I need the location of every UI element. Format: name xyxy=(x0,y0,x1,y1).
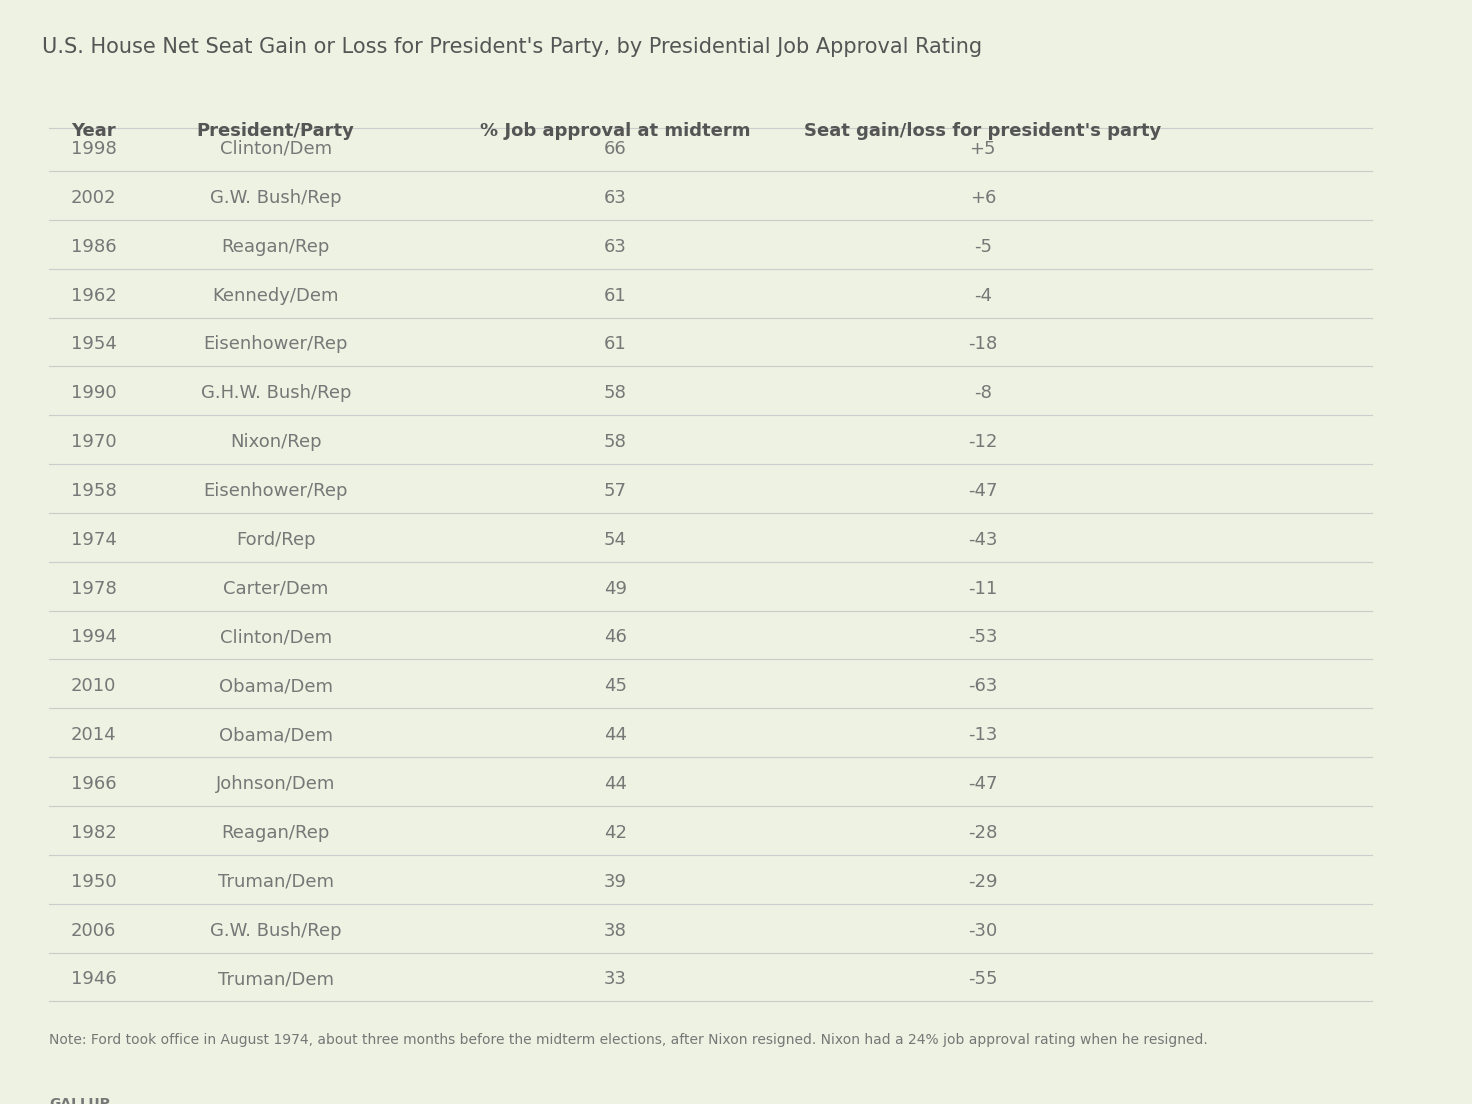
Text: -28: -28 xyxy=(969,824,998,842)
Text: -18: -18 xyxy=(969,336,998,353)
Text: -5: -5 xyxy=(974,237,992,256)
Text: 33: 33 xyxy=(604,970,627,988)
Text: Johnson/Dem: Johnson/Dem xyxy=(216,775,336,793)
Text: 1990: 1990 xyxy=(71,384,116,402)
Text: U.S. House Net Seat Gain or Loss for President's Party, by Presidential Job Appr: U.S. House Net Seat Gain or Loss for Pre… xyxy=(43,38,982,57)
Text: 1950: 1950 xyxy=(71,873,116,891)
Text: 38: 38 xyxy=(604,922,627,940)
Text: Carter/Dem: Carter/Dem xyxy=(224,580,328,597)
Text: 2006: 2006 xyxy=(71,922,116,940)
Text: Eisenhower/Rep: Eisenhower/Rep xyxy=(203,482,347,500)
Text: 1998: 1998 xyxy=(71,140,116,158)
Text: GALLUP: GALLUP xyxy=(50,1097,110,1104)
Text: Truman/Dem: Truman/Dem xyxy=(218,873,334,891)
Text: G.H.W. Bush/Rep: G.H.W. Bush/Rep xyxy=(200,384,350,402)
Text: 1970: 1970 xyxy=(71,433,116,452)
Text: President/Party: President/Party xyxy=(197,123,355,140)
Text: G.W. Bush/Rep: G.W. Bush/Rep xyxy=(210,189,342,206)
Text: 61: 61 xyxy=(604,287,627,305)
Text: Truman/Dem: Truman/Dem xyxy=(218,970,334,988)
Text: 2010: 2010 xyxy=(71,678,116,696)
Text: Nixon/Rep: Nixon/Rep xyxy=(230,433,321,452)
Text: G.W. Bush/Rep: G.W. Bush/Rep xyxy=(210,922,342,940)
Text: 66: 66 xyxy=(604,140,627,158)
Text: 46: 46 xyxy=(604,628,627,647)
Text: Reagan/Rep: Reagan/Rep xyxy=(222,824,330,842)
Text: Clinton/Dem: Clinton/Dem xyxy=(219,140,331,158)
Text: 1986: 1986 xyxy=(71,237,116,256)
Text: -30: -30 xyxy=(969,922,998,940)
Text: -47: -47 xyxy=(969,482,998,500)
Text: Seat gain/loss for president's party: Seat gain/loss for president's party xyxy=(804,123,1161,140)
Text: Note: Ford took office in August 1974, about three months before the midterm ele: Note: Ford took office in August 1974, a… xyxy=(50,1033,1209,1048)
Text: 63: 63 xyxy=(604,237,627,256)
Text: 1962: 1962 xyxy=(71,287,116,305)
Text: 57: 57 xyxy=(604,482,627,500)
Text: -8: -8 xyxy=(974,384,992,402)
Text: -4: -4 xyxy=(974,287,992,305)
Text: -29: -29 xyxy=(969,873,998,891)
Text: -43: -43 xyxy=(969,531,998,549)
Text: 45: 45 xyxy=(604,678,627,696)
Text: 44: 44 xyxy=(604,775,627,793)
Text: Obama/Dem: Obama/Dem xyxy=(219,678,333,696)
Text: 58: 58 xyxy=(604,433,627,452)
Text: 54: 54 xyxy=(604,531,627,549)
Text: 58: 58 xyxy=(604,384,627,402)
Text: -63: -63 xyxy=(969,678,998,696)
Text: +6: +6 xyxy=(970,189,997,206)
Text: Kennedy/Dem: Kennedy/Dem xyxy=(212,287,339,305)
Text: 49: 49 xyxy=(604,580,627,597)
Text: -11: -11 xyxy=(969,580,998,597)
Text: Reagan/Rep: Reagan/Rep xyxy=(222,237,330,256)
Text: -47: -47 xyxy=(969,775,998,793)
Text: Obama/Dem: Obama/Dem xyxy=(219,726,333,744)
Text: 1958: 1958 xyxy=(71,482,116,500)
Text: 61: 61 xyxy=(604,336,627,353)
Text: Clinton/Dem: Clinton/Dem xyxy=(219,628,331,647)
Text: 1982: 1982 xyxy=(71,824,116,842)
Text: 2002: 2002 xyxy=(71,189,116,206)
Text: % Job approval at midterm: % Job approval at midterm xyxy=(480,123,751,140)
Text: 2014: 2014 xyxy=(71,726,116,744)
Text: -12: -12 xyxy=(969,433,998,452)
Text: 1946: 1946 xyxy=(71,970,116,988)
Text: Year: Year xyxy=(71,123,115,140)
Text: 39: 39 xyxy=(604,873,627,891)
Text: 1966: 1966 xyxy=(71,775,116,793)
Text: -13: -13 xyxy=(969,726,998,744)
Text: -55: -55 xyxy=(969,970,998,988)
Text: 1994: 1994 xyxy=(71,628,116,647)
Text: Ford/Rep: Ford/Rep xyxy=(236,531,315,549)
Text: 63: 63 xyxy=(604,189,627,206)
Text: Eisenhower/Rep: Eisenhower/Rep xyxy=(203,336,347,353)
Text: +5: +5 xyxy=(970,140,997,158)
Text: -53: -53 xyxy=(969,628,998,647)
Text: 1978: 1978 xyxy=(71,580,116,597)
Text: 1974: 1974 xyxy=(71,531,116,549)
Text: 42: 42 xyxy=(604,824,627,842)
Text: 44: 44 xyxy=(604,726,627,744)
Text: 1954: 1954 xyxy=(71,336,116,353)
